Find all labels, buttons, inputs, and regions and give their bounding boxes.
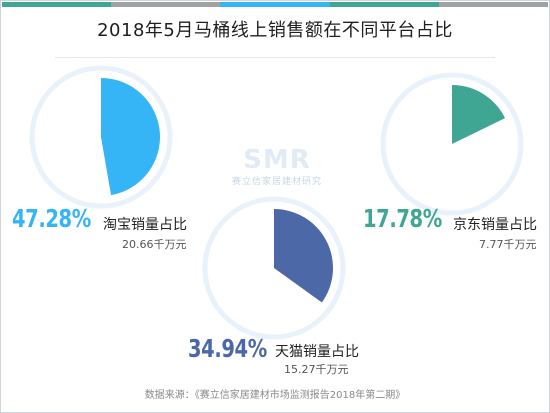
top-bar-segment [438,2,549,7]
jingdong-label: 京东销量占比 [453,217,537,233]
taobao-pie-slice [101,78,160,196]
watermark-text: 赛立信家居建材研究 [231,177,322,187]
top-color-bar [2,2,549,7]
chart-title: 2018年5月马桶线上销售额在不同平台占比 [97,20,453,41]
top-bar-segment [220,2,330,7]
tianmao-pie-slice [274,209,334,303]
watermark-logo: SMR [243,145,311,175]
data-source: 数据来源：《赛立信家居建材市场监测报告2018年第二期》 [144,390,406,401]
tianmao-percent: 34.94% [188,334,267,363]
taobao-label: 淘宝销量占比 [103,217,187,233]
title-divider [55,57,495,58]
jingdong-amount: 7.77千万元 [479,238,537,251]
tianmao-amount: 15.27千万元 [284,363,349,376]
taobao-amount: 20.66千万元 [122,238,187,251]
top-bar-segment [111,2,221,7]
watermark: SMR 赛立信家居建材研究 [222,146,332,187]
jingdong-pie-slice [452,85,506,144]
taobao-percent: 47.28% [12,204,91,233]
top-bar-segment [329,2,439,7]
tianmao-label: 天猫销量占比 [275,344,359,360]
top-bar-segment [2,2,112,7]
jingdong-percent: 17.78% [363,204,442,233]
